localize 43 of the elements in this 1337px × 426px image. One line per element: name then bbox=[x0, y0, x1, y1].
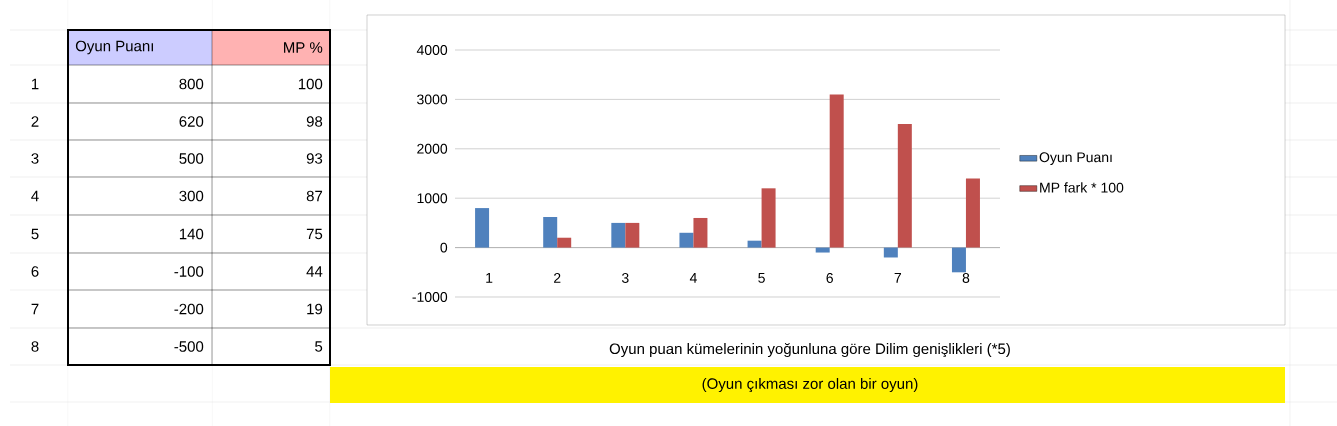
legend-label: MP fark * 100 bbox=[1040, 182, 1124, 193]
category-label: 7 bbox=[31, 303, 39, 315]
x-tick-label: 6 bbox=[826, 273, 833, 283]
text: Oyun Puanı bbox=[75, 40, 153, 55]
category-label: 3 bbox=[31, 153, 39, 164]
text: 300 bbox=[179, 190, 204, 202]
text: 5 bbox=[315, 341, 323, 352]
text: 93 bbox=[306, 153, 323, 164]
text: -100 bbox=[174, 266, 204, 277]
category-label: 5 bbox=[31, 228, 39, 240]
text: 87 bbox=[306, 190, 323, 202]
x-tick-label: 5 bbox=[758, 273, 765, 283]
category-label: 1 bbox=[31, 78, 39, 90]
text: 140 bbox=[179, 228, 204, 240]
x-tick-label: 8 bbox=[962, 273, 970, 283]
x-tick-label: 7 bbox=[894, 273, 902, 283]
text: 98 bbox=[306, 116, 323, 127]
text: MP % bbox=[284, 42, 323, 53]
text: 75 bbox=[306, 228, 323, 240]
text: -200 bbox=[174, 303, 204, 315]
text: 500 bbox=[179, 153, 204, 164]
category-label: 8 bbox=[31, 341, 39, 352]
category-label: 2 bbox=[31, 116, 39, 127]
text: Oyun puan kümelerinin yoğunluna göre Dilim genişlikleri (*5) bbox=[609, 342, 1010, 358]
y-tick-label: 2000 bbox=[417, 143, 448, 154]
legend-label: Oyun Puanı bbox=[1039, 152, 1112, 165]
y-tick-label: 4000 bbox=[416, 45, 448, 55]
category-label: 4 bbox=[31, 190, 39, 202]
y-tick-label: 0 bbox=[440, 242, 448, 253]
x-tick-label: 4 bbox=[689, 273, 697, 283]
text: 800 bbox=[179, 78, 204, 90]
x-tick-label: 1 bbox=[486, 273, 493, 283]
text: (Oyun çıkması zor olan bir oyun) bbox=[702, 377, 918, 393]
text: -500 bbox=[174, 341, 204, 352]
text: 44 bbox=[306, 266, 323, 277]
text: 19 bbox=[307, 303, 323, 315]
y-tick-label: 3000 bbox=[417, 94, 448, 105]
y-tick-label: -1000 bbox=[412, 292, 448, 302]
x-tick-label: 2 bbox=[554, 273, 561, 283]
text: 100 bbox=[298, 78, 323, 90]
x-tick-label: 3 bbox=[621, 273, 629, 283]
text: 620 bbox=[179, 116, 204, 127]
y-tick-label: 1000 bbox=[417, 193, 448, 204]
